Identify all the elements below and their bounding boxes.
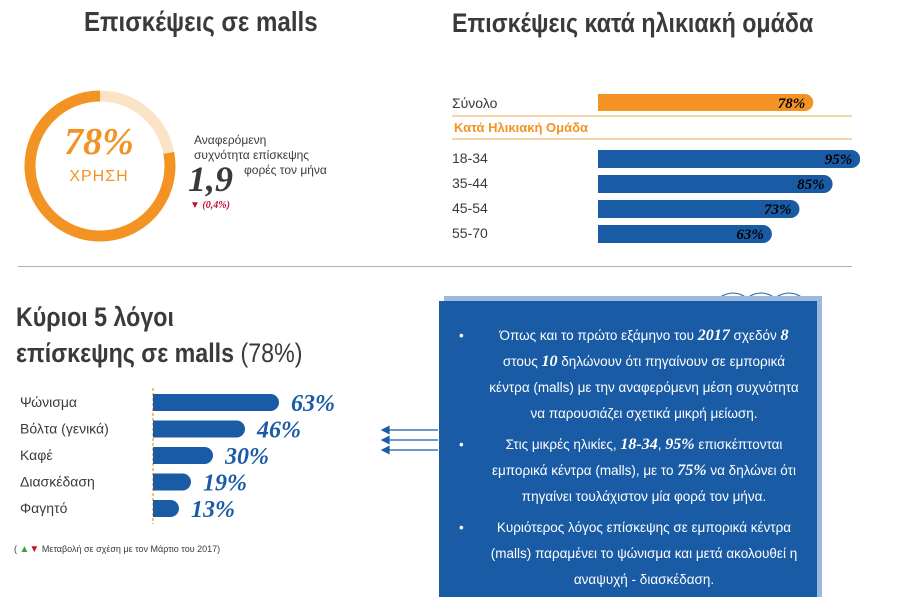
arrows-icon — [380, 425, 438, 455]
reason-label-1: Ψώνισμα — [20, 394, 77, 410]
age-value-45-54: 73% — [764, 202, 792, 218]
age-value-18-34: 95% — [825, 152, 853, 168]
frequency-change-value: (0,4%) — [202, 200, 230, 211]
usage-ring — [24, 90, 176, 242]
frequency-value: 1,9 — [188, 159, 233, 199]
reason-bar-2 — [153, 420, 245, 438]
age-bar-35-44 — [598, 175, 833, 193]
age-total-value: 78% — [778, 96, 806, 112]
section-divider — [18, 266, 852, 267]
age-label-55-70: 55-70 — [452, 225, 488, 241]
info-list: Όπως και το πρώτο εξάμηνο του 2017 σχεδό… — [455, 323, 805, 598]
reason-label-5: Φαγητό — [20, 500, 68, 516]
frequency-change: ▼ (0,4%) — [190, 200, 230, 211]
reason-bar-4 — [153, 473, 191, 491]
age-total-bar — [598, 94, 814, 111]
frequency-label: Αναφερόμενη συχνότητα επίσκεψης — [194, 133, 344, 163]
age-bar-55-70 — [598, 225, 772, 243]
mall-visits-title: Επισκέψεις σε malls — [84, 6, 318, 37]
info-box: Όπως και το πρώτο εξάμηνο του 2017 σχεδό… — [439, 301, 817, 597]
reasons-title-line1: Κύριοι 5 λόγοι — [16, 302, 174, 332]
reasons-chart: Ψώνισμα 63% Βόλτα (γενικά) 46% Καφέ 30% Διασκέ… — [20, 388, 335, 524]
frequency-unit: φορές τον μήνα — [244, 163, 327, 177]
age-group-title: Επισκέψεις κατά ηλικιακή ομάδα — [452, 8, 814, 38]
age-bar-18-34 — [598, 150, 860, 168]
reason-value-3: 30% — [224, 444, 269, 470]
down-triangle-icon: ▼ — [190, 200, 200, 211]
age-value-55-70: 63% — [736, 227, 764, 243]
reasons-title-text: επίσκεψης σε malls — [16, 338, 235, 368]
info-bullet-2: Στις μικρές ηλικίες, 18-34, 95% επισκέπτ… — [455, 432, 805, 510]
age-label-18-34: 18-34 — [452, 150, 488, 166]
age-value-35-44: 85% — [797, 177, 825, 193]
reason-bar-1 — [153, 394, 279, 411]
age-label-35-44: 35-44 — [452, 175, 488, 191]
age-total-label: Σύνολο — [452, 95, 498, 111]
info-bullet-1: Όπως και το πρώτο εξάμηνο του 2017 σχεδό… — [455, 323, 805, 427]
reason-label-3: Καφέ — [20, 447, 53, 463]
up-triangle-icon: ▲ — [19, 544, 30, 555]
info-bullet-3: Κυριότερος λόγος επίσκεψης σε εμπορικά κ… — [455, 515, 805, 593]
reason-bar-3 — [153, 447, 213, 464]
reason-bar-5 — [153, 500, 179, 517]
frequency-label-line1: Αναφερόμενη — [194, 133, 267, 147]
age-group-chart: Σύνολο 78% Κατά Ηλικιακή Ομάδα 18-34 95% 3… — [452, 94, 860, 243]
reason-value-1: 63% — [291, 391, 335, 417]
reasons-title-suffix: (78%) — [240, 338, 303, 368]
age-label-45-54: 45-54 — [452, 200, 488, 216]
age-group-subtitle: Κατά Ηλικιακή Ομάδα — [454, 120, 588, 135]
reason-label-2: Βόλτα (γενικά) — [20, 421, 109, 437]
info-box-arrows-icon — [718, 292, 804, 299]
legend-note-text: Μεταβολή σε σχέση με τον Μάρτιο του 2017… — [41, 544, 221, 554]
reasons-title-line2: επίσκεψης σε malls (78%) — [16, 338, 302, 369]
usage-percent: 78% — [64, 121, 134, 163]
usage-caption: ΧΡΗΣΗ — [69, 168, 129, 185]
legend-note: ( ▲▼ Μεταβολή σε σχέση με τον Μάρτιο του… — [14, 544, 220, 555]
legend-paren: ( — [14, 544, 17, 554]
frequency-label-line2: συχνότητα επίσκεψης — [194, 148, 310, 162]
reason-value-4: 19% — [203, 471, 247, 497]
down-triangle-icon: ▼ — [29, 544, 40, 555]
age-bar-45-54 — [598, 200, 800, 218]
reason-value-2: 46% — [256, 418, 301, 444]
usage-ring-arc — [24, 90, 176, 242]
reason-value-5: 13% — [191, 497, 235, 523]
reason-label-4: Διασκέδαση — [20, 474, 95, 490]
